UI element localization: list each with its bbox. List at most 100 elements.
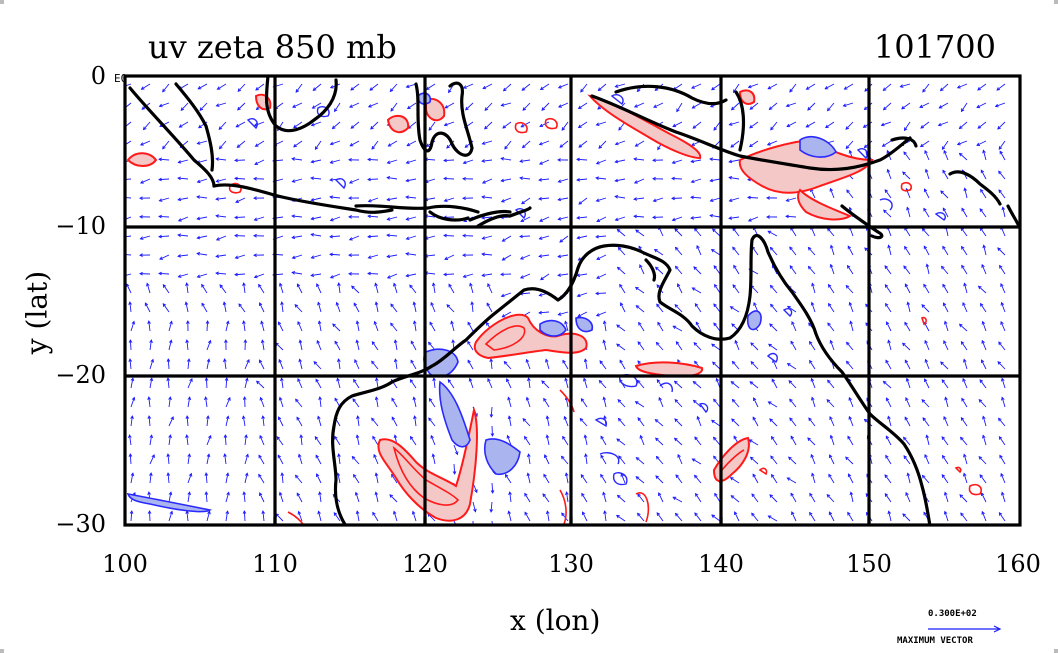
wind-vector-head [563,415,568,420]
wind-vector [655,419,664,427]
wind-vector [711,419,721,427]
wind-vector-head [710,249,715,253]
wind-vector [225,321,229,332]
wind-vector-head [468,377,473,382]
wind-vector-head [259,492,263,497]
wind-vector-head [728,216,733,220]
wind-vector-head [941,379,946,383]
wind-vector [143,121,151,130]
wind-vector-head [147,510,152,514]
wind-vector [313,83,322,91]
wind-vector-head [633,157,638,161]
wind-vector-head [731,418,735,423]
wind-vector-head [291,179,296,183]
wind-vector-head [331,125,336,130]
wind-vector [827,228,835,237]
wind-vector-head [885,435,890,440]
wind-vector-head [942,169,946,174]
corner-mark [1054,649,1058,653]
wind-vector [1002,207,1006,218]
wind-vector-head [310,122,315,127]
wind-vector [596,159,607,165]
wind-vector-head [982,415,986,420]
wind-vector-head [448,89,452,94]
wind-vector-head [348,215,352,219]
wind-vector-head [1000,301,1005,306]
wind-vector-head [158,198,163,202]
wind-vector [674,304,683,313]
wind-vector-head [353,378,357,383]
wind-vector-head [392,510,397,515]
wind-vector [406,273,417,277]
wind-vector [353,302,360,313]
wind-vector [962,378,968,389]
coast-borneo [264,76,338,133]
wind-vector [180,102,189,111]
wind-vector [768,343,778,351]
wind-vector-head [748,143,753,148]
wind-vector [469,378,474,389]
wind-vector-head [129,510,134,514]
wind-vector-head [905,491,909,496]
wind-vector [162,83,170,93]
wind-vector [337,473,341,484]
wind-vector [770,455,778,465]
wind-vector [637,417,645,427]
wind-vector [943,416,949,427]
wind-vector [430,302,436,313]
wind-vector [429,322,436,332]
wind-vector-head [237,106,241,111]
wind-vector-head [580,474,585,478]
wind-vector [655,475,664,484]
wind-vector-head [139,214,143,219]
wind-vector [691,159,702,163]
wind-vector [412,511,417,522]
wind-vector [656,303,664,313]
wind-vector [751,512,759,522]
wind-vector-head [204,491,209,495]
wind-vector-head [258,473,262,478]
wind-vector [635,229,645,237]
wind-vector [125,102,132,109]
wind-vector [926,264,930,275]
wind-vector-head [616,494,621,499]
wind-vector [389,83,398,92]
wind-vector-head [904,245,908,250]
wind-vector [406,253,417,256]
wind-vector [225,397,231,408]
negative-vorticity-patch [746,310,762,331]
wind-vector-head [658,396,662,401]
wind-vector-head [409,435,414,440]
wind-vector-head [484,125,488,130]
wind-vector-head [521,200,525,205]
wind-vector [749,102,759,110]
wind-vector [522,418,531,427]
wind-vector-head [431,453,436,458]
wind-vector [558,102,569,108]
wind-vector-head [481,273,486,277]
wind-vector [501,157,512,161]
wind-vector-head [131,396,136,401]
wind-vector-head [733,264,737,269]
wind-vector-head [386,197,391,202]
wind-vector [351,285,360,294]
wind-vector-head [158,214,162,219]
wind-vector-head [655,455,660,460]
wind-vector [262,511,265,522]
wind-vector [524,436,531,446]
wind-vector-head [906,301,911,306]
wind-vector-head [826,493,831,498]
wind-vector-head [296,283,301,288]
wind-vector [368,197,379,202]
wind-vector [923,208,930,218]
wind-vector-head [204,472,209,476]
wind-vector-head [956,85,961,89]
wind-vector [903,437,911,446]
wind-vector-head [653,248,658,253]
wind-vector-head [709,213,714,218]
wind-vector [225,511,229,522]
wind-vector [332,323,341,332]
wind-vector-head [730,381,735,385]
wind-vector [751,493,759,503]
wind-vector-head [255,106,260,111]
